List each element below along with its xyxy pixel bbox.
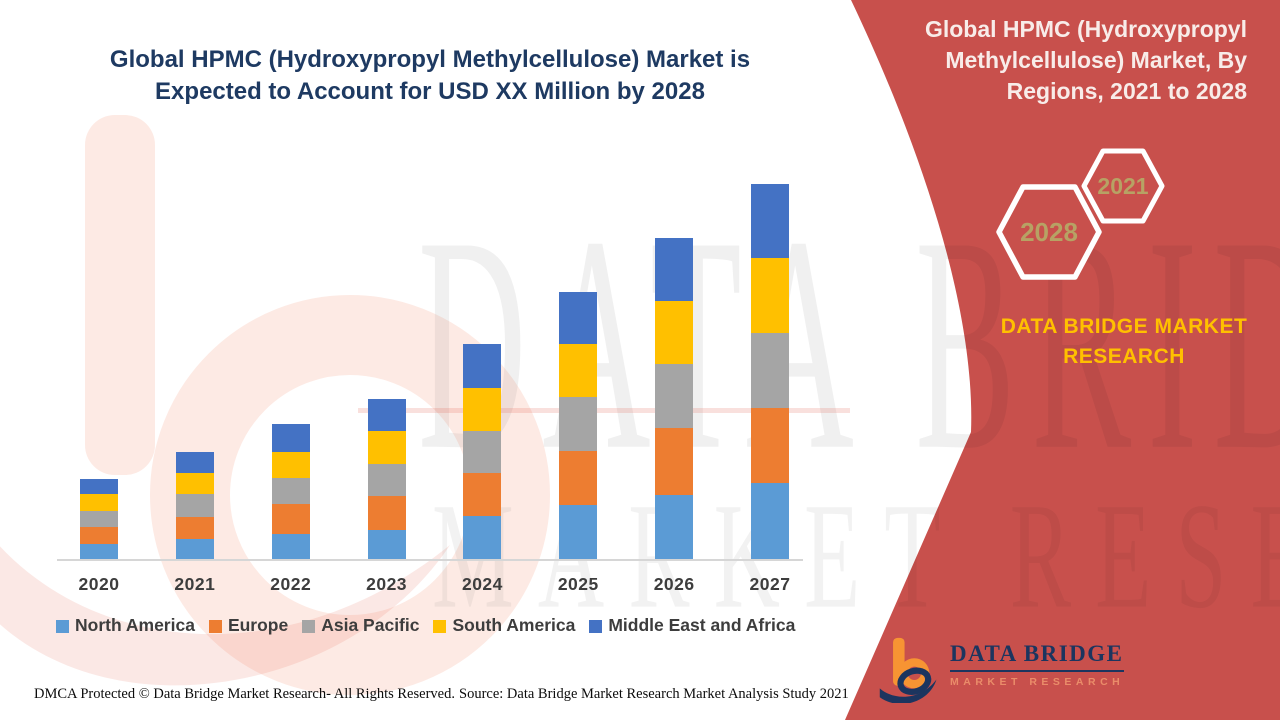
x-axis-label: 2027 bbox=[749, 574, 791, 594]
logo-subtitle: MARKET RESEARCH bbox=[950, 676, 1125, 688]
hexagon-2028: 2028 bbox=[996, 184, 1102, 280]
x-axis-label: 2026 bbox=[653, 574, 695, 594]
legend-swatch bbox=[56, 620, 69, 633]
bar-segment bbox=[463, 344, 502, 388]
bar-2023 bbox=[367, 399, 406, 559]
bar-segment bbox=[559, 451, 598, 505]
bar-segment bbox=[655, 495, 694, 559]
bar-segment bbox=[559, 344, 598, 397]
bar-segment bbox=[175, 473, 214, 494]
bar-segment bbox=[80, 544, 118, 559]
hexagon-2021: 2021 bbox=[1081, 148, 1165, 224]
bar-segment bbox=[559, 397, 598, 451]
bar-segment bbox=[655, 301, 694, 364]
brand-text: DATA BRIDGE MARKET RESEARCH bbox=[1000, 315, 1248, 368]
bar-segment bbox=[559, 292, 598, 344]
bar-segment bbox=[655, 238, 694, 301]
data-bridge-logo: DATA BRIDGE MARKET RESEARCH bbox=[878, 633, 1125, 703]
bar-2027 bbox=[751, 184, 790, 559]
panel-title: Global HPMC (Hydroxypropyl Methylcellulo… bbox=[924, 16, 1247, 104]
legend-swatch bbox=[433, 620, 447, 633]
x-axis-label: 2025 bbox=[557, 574, 599, 594]
logo-name: DATA BRIDGE bbox=[950, 641, 1125, 672]
legend-label: Middle East and Africa bbox=[608, 615, 796, 635]
legend: North America Europe Asia Pacific South Ame… bbox=[56, 615, 836, 636]
logo-text-block: DATA BRIDGE MARKET RESEARCH bbox=[950, 633, 1125, 688]
legend-item: Middle East and Africa bbox=[589, 615, 795, 636]
legend-label: North America bbox=[75, 615, 195, 635]
bar-segment bbox=[367, 464, 406, 496]
bar-segment bbox=[80, 527, 118, 544]
bar-segment bbox=[655, 428, 694, 495]
legend-label: South America bbox=[452, 615, 576, 635]
source-text: Source: Data Bridge Market Research Mark… bbox=[459, 686, 849, 702]
legend-label: Europe bbox=[227, 615, 289, 635]
bar-segment bbox=[80, 479, 118, 494]
legend-swatch bbox=[302, 620, 316, 633]
bar-segment bbox=[271, 504, 310, 534]
hexagon-2021-label: 2021 bbox=[1097, 173, 1148, 199]
bar-2024 bbox=[463, 344, 502, 559]
bar-2022 bbox=[271, 424, 310, 559]
legend-label: Asia Pacific bbox=[321, 615, 420, 635]
bar-segment bbox=[751, 483, 790, 559]
x-axis-label: 2020 bbox=[78, 574, 120, 594]
bar-segment bbox=[655, 364, 694, 428]
bar-segment bbox=[367, 496, 406, 530]
data-bridge-logo-icon bbox=[879, 637, 937, 703]
bar-segment bbox=[271, 452, 310, 478]
bar-segment bbox=[80, 494, 118, 511]
bar-segment bbox=[463, 388, 502, 431]
x-axis-label: 2024 bbox=[461, 574, 503, 594]
bar-segment bbox=[80, 511, 118, 527]
x-axis-label: 2021 bbox=[174, 574, 216, 594]
x-axis-label: 2023 bbox=[366, 574, 408, 594]
bar-segment bbox=[559, 505, 598, 559]
bar-segment bbox=[175, 517, 214, 539]
bar-segment bbox=[367, 530, 406, 559]
x-axis-line bbox=[57, 559, 803, 561]
bar-segment bbox=[751, 408, 790, 483]
bar-segment bbox=[751, 184, 790, 258]
hexagon-2028-label: 2028 bbox=[1020, 217, 1078, 247]
bar-segment bbox=[463, 516, 502, 559]
bar-2020 bbox=[80, 479, 118, 559]
legend-item: Europe bbox=[208, 615, 289, 636]
bar-segment bbox=[367, 431, 406, 464]
bar-2021 bbox=[175, 452, 214, 559]
dmca-copyright-text: DMCA Protected © Data Bridge Market Rese… bbox=[34, 686, 455, 702]
bar-segment bbox=[271, 478, 310, 504]
bar-segment bbox=[271, 424, 310, 452]
bar-segment bbox=[751, 258, 790, 333]
bar-segment bbox=[175, 494, 214, 517]
bar-segment bbox=[463, 473, 502, 516]
chart-title: Global HPMC (Hydroxypropyl Methylcellulo… bbox=[109, 46, 751, 105]
bar-2025 bbox=[559, 292, 598, 559]
bar-2026 bbox=[655, 238, 694, 559]
bar-segment bbox=[175, 539, 214, 559]
legend-item: South America bbox=[433, 615, 575, 636]
legend-swatch bbox=[208, 620, 222, 633]
legend-item: North America bbox=[56, 615, 195, 636]
bar-segment bbox=[463, 431, 502, 473]
bar-segment bbox=[271, 534, 310, 559]
bar-segment bbox=[175, 452, 214, 473]
legend-swatch bbox=[589, 620, 603, 633]
bar-segment bbox=[367, 399, 406, 431]
legend-item: Asia Pacific bbox=[302, 615, 419, 636]
bar-segment bbox=[751, 333, 790, 408]
x-axis-label: 2022 bbox=[270, 574, 312, 594]
